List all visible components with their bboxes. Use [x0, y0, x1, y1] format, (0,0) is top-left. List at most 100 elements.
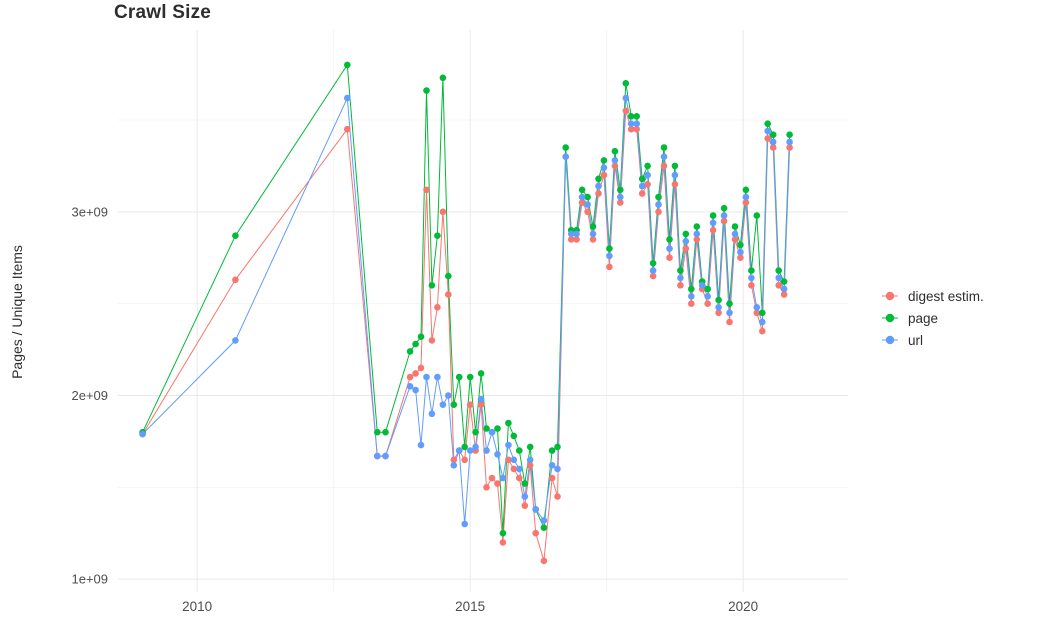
- data-point-url: [499, 474, 507, 482]
- data-point-url: [688, 293, 695, 300]
- data-point-digest: [600, 171, 608, 179]
- data-point-digest: [406, 373, 414, 381]
- data-point-digest: [704, 300, 711, 308]
- data-point-page: [428, 282, 436, 289]
- data-point-url: [748, 274, 755, 282]
- data-point-url: [562, 153, 569, 160]
- data-point-page: [627, 113, 635, 120]
- data-point-page: [595, 175, 602, 183]
- legend-item-page: page: [880, 310, 984, 326]
- chart-title: Crawl Size: [114, 2, 212, 23]
- data-point-digest: [693, 236, 701, 243]
- data-point-page: [748, 267, 755, 274]
- data-point-page: [461, 443, 469, 451]
- data-point-digest: [671, 181, 679, 188]
- data-point-url: [617, 193, 624, 201]
- data-point-digest: [731, 236, 739, 243]
- data-point-url: [423, 373, 430, 381]
- data-point-page: [617, 186, 624, 194]
- data-point-page: [731, 223, 739, 230]
- data-point-url: [461, 520, 469, 528]
- data-point-url: [232, 337, 239, 344]
- data-point-page: [660, 144, 668, 151]
- data-point-page: [649, 259, 657, 267]
- data-point-page: [445, 272, 452, 280]
- data-point-page: [406, 348, 414, 355]
- data-point-url: [644, 171, 651, 179]
- data-point-url: [589, 230, 597, 238]
- y-axis-title: Pages / Unique Items: [9, 245, 25, 379]
- data-point-url: [439, 401, 447, 409]
- legend-key-icon-page: [882, 313, 898, 323]
- data-point-url: [139, 430, 146, 438]
- data-point-digest: [483, 484, 490, 491]
- data-point-digest: [627, 125, 635, 133]
- data-point-url: [595, 182, 602, 190]
- data-point-page: [709, 212, 717, 219]
- data-point-page: [638, 175, 646, 183]
- data-point-url: [344, 94, 351, 102]
- data-point-url: [638, 182, 646, 190]
- data-point-page: [439, 74, 447, 82]
- data-point-url: [715, 304, 722, 311]
- data-point-digest: [417, 364, 425, 372]
- data-point-digest: [434, 304, 441, 311]
- data-point-url: [382, 452, 389, 460]
- data-point-digest: [494, 480, 501, 487]
- data-point-url: [709, 219, 717, 227]
- data-point-url: [627, 120, 635, 127]
- data-point-digest: [666, 254, 673, 261]
- data-point-digest: [412, 370, 419, 377]
- x-axis-tick-label: 2010: [182, 599, 212, 614]
- data-point-url: [600, 164, 608, 171]
- x-axis-tick-label: 2015: [455, 599, 485, 614]
- data-point-digest: [720, 217, 728, 225]
- series-line-digest: [142, 110, 791, 561]
- data-point-digest: [554, 493, 561, 500]
- data-point-url: [649, 267, 657, 274]
- data-point-url: [775, 274, 782, 282]
- data-point-page: [715, 296, 722, 304]
- data-point-page: [412, 340, 419, 348]
- data-point-digest: [606, 263, 613, 271]
- data-point-digest: [450, 456, 458, 464]
- data-point-page: [521, 480, 529, 487]
- data-point-page: [562, 144, 569, 151]
- data-point-digest: [688, 300, 695, 308]
- data-point-url: [737, 248, 744, 256]
- data-point-digest: [548, 474, 556, 482]
- legend-item-url: url: [880, 332, 984, 348]
- data-point-page: [434, 232, 441, 239]
- data-point-digest: [622, 107, 630, 115]
- data-point-url: [693, 230, 701, 238]
- data-point-digest: [682, 245, 690, 252]
- data-point-page: [742, 186, 750, 194]
- data-point-url: [622, 94, 630, 102]
- data-point-digest: [578, 199, 586, 206]
- data-point-page: [677, 267, 684, 274]
- data-point-digest: [521, 502, 529, 510]
- data-point-url: [483, 447, 490, 454]
- data-point-page: [472, 428, 479, 436]
- data-point-digest: [573, 236, 580, 243]
- legend-key-icon-url: [882, 335, 898, 345]
- data-point-url: [526, 456, 534, 464]
- data-point-digest: [780, 291, 788, 298]
- data-point-url: [521, 493, 529, 500]
- data-point-url: [466, 447, 474, 454]
- legend-label-page: page: [908, 310, 939, 326]
- data-point-url: [720, 212, 728, 219]
- data-point-page: [737, 241, 744, 249]
- data-point-page: [455, 373, 463, 381]
- data-point-url: [548, 462, 556, 469]
- data-point-url: [434, 373, 441, 381]
- data-point-digest: [589, 236, 597, 243]
- data-point-page: [554, 443, 561, 451]
- data-point-digest: [759, 327, 766, 335]
- legend-label-url: url: [908, 332, 924, 348]
- data-point-digest: [567, 236, 575, 243]
- data-point-digest: [633, 125, 640, 133]
- data-point-digest: [737, 254, 744, 261]
- data-point-digest: [344, 125, 351, 133]
- data-point-page: [693, 223, 701, 230]
